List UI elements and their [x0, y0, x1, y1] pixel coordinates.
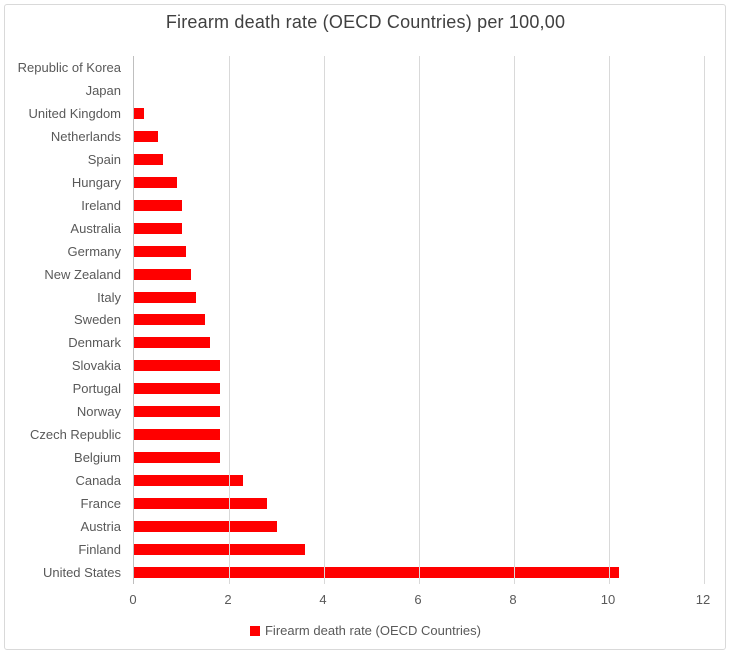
bar-row [134, 263, 704, 286]
value-axis: 0 2 4 6 8 10 12 [129, 592, 710, 610]
value-tick-label: 12 [695, 592, 711, 607]
bar [134, 429, 220, 441]
legend-marker-icon [249, 625, 260, 636]
category-label: Belgium [74, 450, 121, 466]
category-label: Italy [97, 289, 121, 305]
chart-title: Firearm death rate (OECD Countries) per … [165, 12, 566, 32]
gridline [609, 56, 610, 584]
category-label: Japan [85, 82, 121, 98]
plot-area [133, 56, 705, 584]
bar-row [134, 515, 704, 538]
bar [134, 521, 277, 533]
bar-row [134, 217, 704, 240]
value-tick-label: 0 [129, 592, 137, 607]
bar [134, 130, 158, 142]
bar-row [134, 194, 704, 217]
bar-row [134, 354, 704, 377]
category-label: Slovakia [71, 358, 121, 374]
category-label: Germany [67, 243, 121, 259]
bar [134, 176, 177, 188]
bar [134, 406, 220, 418]
bar [134, 498, 267, 510]
bar-row [134, 561, 704, 584]
bar [134, 199, 182, 211]
category-label: Netherlands [50, 128, 121, 144]
category-label: Portugal [72, 381, 121, 397]
value-tick-label: 10 [600, 592, 616, 607]
value-tick-label: 2 [224, 592, 232, 607]
bar-row [134, 400, 704, 423]
bar-row [134, 331, 704, 354]
bars-container [134, 56, 704, 584]
gridline [229, 56, 230, 584]
bar-row [134, 286, 704, 309]
category-label: Australia [70, 220, 121, 236]
category-label: Finland [78, 541, 121, 557]
bar [134, 337, 210, 349]
category-label: United States [42, 564, 121, 580]
category-label: France [80, 496, 121, 512]
bar-row [134, 125, 704, 148]
bar-row [134, 446, 704, 469]
bar-row [134, 102, 704, 125]
bar-row [134, 423, 704, 446]
bar [134, 566, 619, 578]
bar [134, 314, 206, 326]
category-label: Ireland [81, 197, 121, 213]
legend: Firearm death rate (OECD Countries) [0, 623, 731, 638]
category-label: Hungary [71, 174, 121, 190]
bar [134, 452, 220, 464]
gridline [514, 56, 515, 584]
legend-label: Firearm death rate (OECD Countries) [264, 623, 481, 638]
category-label: Denmark [68, 335, 121, 351]
category-label: United Kingdom [28, 105, 122, 121]
bar [134, 291, 196, 303]
bar [134, 268, 191, 280]
bar-row [134, 469, 704, 492]
bar-row [134, 492, 704, 515]
bar [134, 222, 182, 234]
bar [134, 360, 220, 372]
gridline [324, 56, 325, 584]
bar-row [134, 148, 704, 171]
value-tick-label: 6 [414, 592, 422, 607]
bar-row [134, 377, 704, 400]
bar [134, 543, 305, 555]
bar-row [134, 538, 704, 561]
bar-row [134, 171, 704, 194]
bar [134, 475, 244, 487]
bar [134, 383, 220, 395]
bar [134, 107, 144, 119]
category-axis: Republic of Korea Japan United Kingdom Neth… [0, 56, 121, 584]
bar-row [134, 308, 704, 331]
category-label: Canada [75, 473, 121, 489]
bar [134, 245, 187, 257]
value-tick-label: 4 [319, 592, 327, 607]
category-label: Republic of Korea [17, 59, 121, 75]
category-label: New Zealand [44, 266, 121, 282]
category-label: Sweden [74, 312, 121, 328]
bar [134, 153, 163, 165]
category-label: Czech Republic [29, 427, 121, 443]
category-label: Austria [80, 519, 121, 535]
gridline [419, 56, 420, 584]
bar-row [134, 240, 704, 263]
gridline [704, 56, 705, 584]
category-label: Norway [76, 404, 121, 420]
category-label: Spain [87, 151, 121, 167]
value-tick-label: 8 [509, 592, 517, 607]
chart-frame [4, 4, 726, 650]
